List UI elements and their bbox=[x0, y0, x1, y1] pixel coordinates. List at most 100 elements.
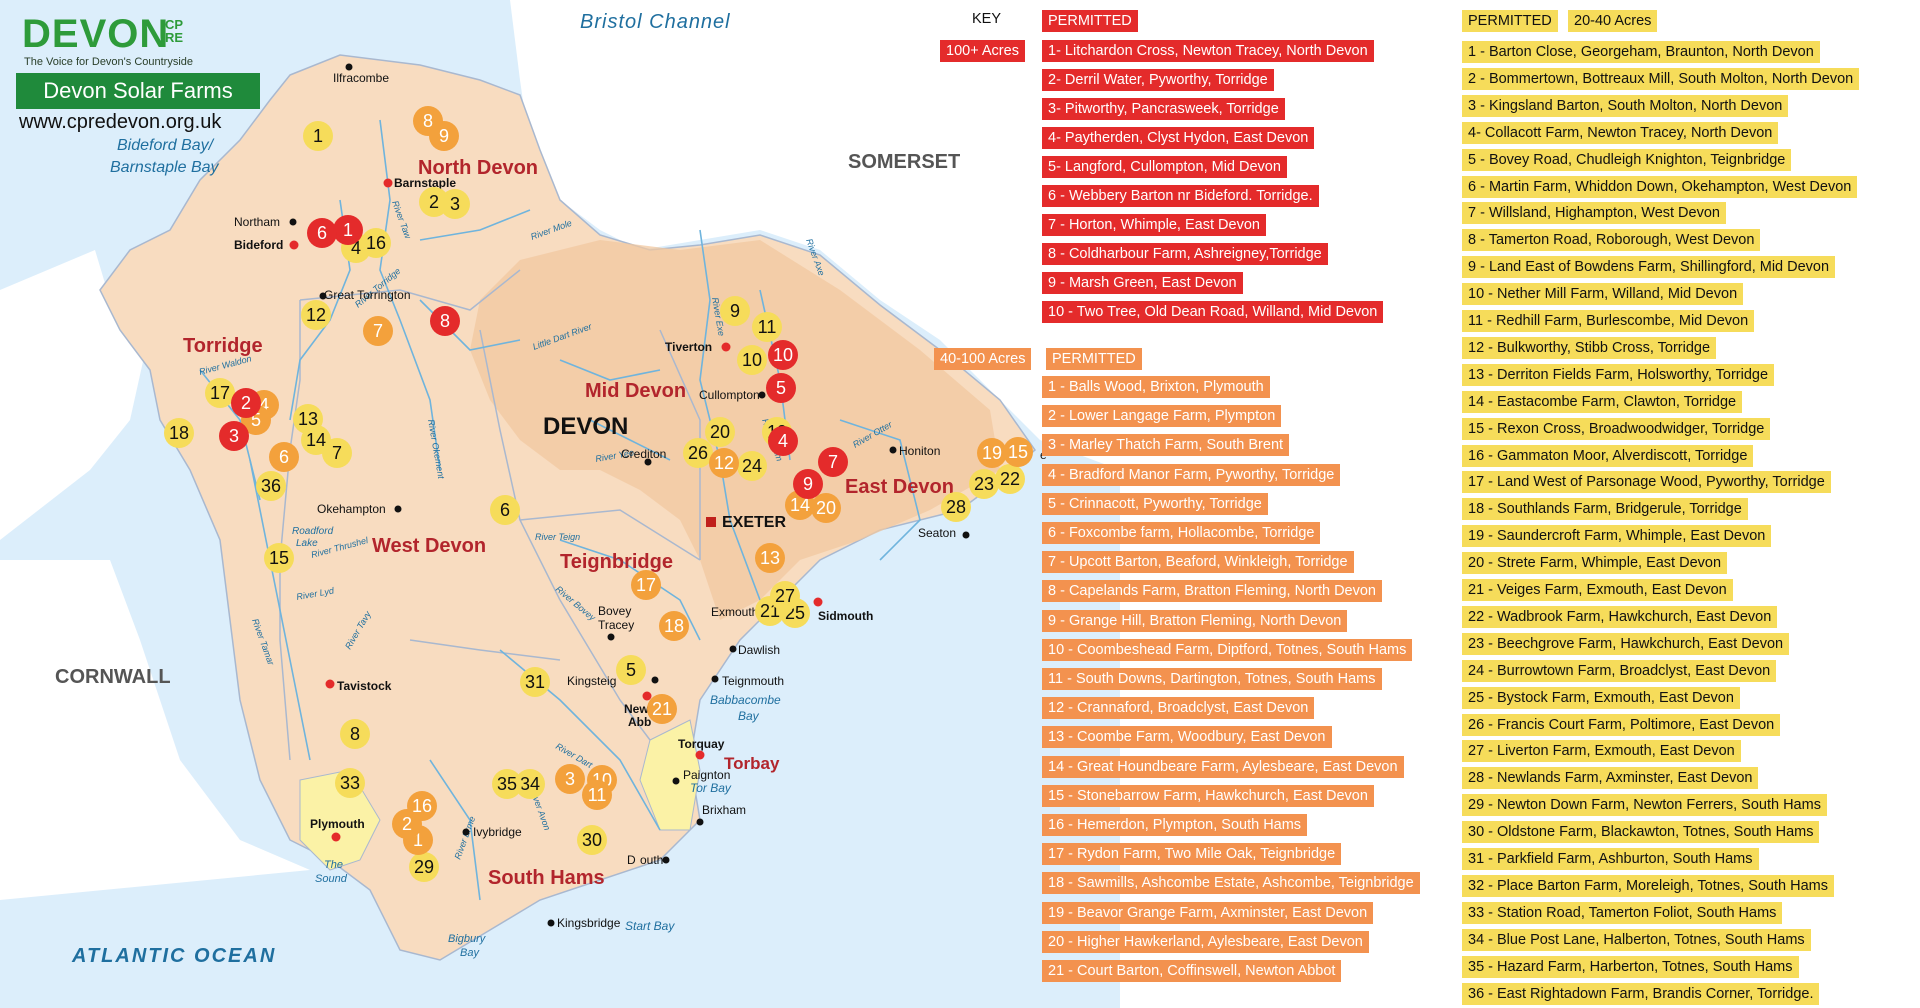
yellow-farm-marker-12[interactable]: 12 bbox=[301, 300, 331, 330]
yellow-farm-marker-1[interactable]: 1 bbox=[303, 121, 333, 151]
yellow-farm-marker-number: 23 bbox=[974, 474, 994, 494]
legend-yellow-item-34: 34 - Blue Post Lane, Halberton, Totnes, … bbox=[1462, 928, 1811, 951]
yellow-farm-marker-5[interactable]: 5 bbox=[616, 655, 646, 685]
legend-yellow-item-6: 6 - Martin Farm, Whiddon Down, Okehampto… bbox=[1462, 175, 1858, 198]
orange-farm-marker-18[interactable]: 18 bbox=[659, 611, 689, 641]
yellow-farm-marker-14[interactable]: 14 bbox=[301, 425, 331, 455]
orange-farm-marker-21[interactable]: 21 bbox=[647, 694, 677, 724]
yellow-farm-marker-28[interactable]: 28 bbox=[941, 492, 971, 522]
red-farm-marker-circle bbox=[818, 447, 848, 477]
legend-red-item-9: 9 - Marsh Green, East Devon bbox=[1042, 272, 1243, 294]
orange-farm-marker-9[interactable]: 9 bbox=[429, 121, 459, 151]
district-boundaries bbox=[279, 269, 701, 761]
yellow-farm-marker-circle bbox=[705, 417, 735, 447]
red-farm-marker-2[interactable]: 2 bbox=[231, 388, 261, 418]
yellow-farm-marker-circle bbox=[737, 345, 767, 375]
orange-farm-marker-number: 13 bbox=[760, 548, 780, 568]
red-farm-marker-circle bbox=[768, 426, 798, 456]
orange-farm-marker-6[interactable]: 6 bbox=[269, 442, 299, 472]
yellow-farm-marker-6[interactable]: 6 bbox=[490, 495, 520, 525]
orange-farm-marker-17[interactable]: 17 bbox=[631, 570, 661, 600]
district-east-devon: East Devon bbox=[845, 476, 954, 498]
red-farm-marker-8[interactable]: 8 bbox=[430, 306, 460, 336]
yellow-farm-marker-36[interactable]: 36 bbox=[256, 471, 286, 501]
website-link[interactable]: www.cpredevon.org.uk bbox=[19, 111, 222, 133]
yellow-farm-marker-23[interactable]: 23 bbox=[969, 469, 999, 499]
yellow-farm-marker-29[interactable]: 29 bbox=[409, 852, 439, 882]
legend-orange-item-8: 8 - Capelands Farm, Bratton Fleming, Nor… bbox=[1042, 580, 1382, 603]
red-farm-marker-circle bbox=[768, 340, 798, 370]
yellow-farm-marker-circle bbox=[941, 492, 971, 522]
yellow-farm-marker-20[interactable]: 20 bbox=[705, 417, 735, 447]
orange-farm-marker-circle bbox=[977, 438, 1007, 468]
town-crediton: Crediton bbox=[621, 447, 666, 461]
bideford-bay-label: Bideford Bay/ bbox=[117, 137, 215, 154]
page-title: Devon Solar Farms bbox=[16, 73, 260, 109]
legend-orange-item-2: 2 - Lower Langage Farm, Plympton bbox=[1042, 405, 1282, 428]
orange-farm-marker-7[interactable]: 7 bbox=[363, 316, 393, 346]
yellow-farm-marker-27[interactable]: 27 bbox=[770, 581, 800, 611]
bigbury-bay-label-2: Bay bbox=[460, 947, 480, 959]
bristol-channel-label: Bristol Channel bbox=[580, 11, 731, 33]
orange-farm-marker-19[interactable]: 19 bbox=[977, 438, 1007, 468]
orange-farm-marker-16[interactable]: 16 bbox=[407, 791, 437, 821]
yellow-farm-marker-15[interactable]: 15 bbox=[264, 543, 294, 573]
orange-farm-marker-circle bbox=[363, 316, 393, 346]
legend-red-item-8: 8 - Coldharbour Farm, Ashreigney,Torridg… bbox=[1042, 243, 1328, 265]
orange-farm-marker-15[interactable]: 15 bbox=[1003, 437, 1033, 467]
yellow-farm-marker-circle bbox=[520, 667, 550, 697]
yellow-farm-marker-9[interactable]: 9 bbox=[720, 296, 750, 326]
yellow-farm-marker-35[interactable]: 35 bbox=[492, 769, 522, 799]
red-farm-marker-7[interactable]: 7 bbox=[818, 447, 848, 477]
orange-farm-marker-3[interactable]: 3 bbox=[555, 764, 585, 794]
yellow-farm-marker-number: 2 bbox=[429, 192, 439, 212]
yellow-farm-marker-30[interactable]: 30 bbox=[577, 825, 607, 855]
red-farm-marker-1[interactable]: 1 bbox=[333, 215, 363, 245]
orange-farm-marker-13[interactable]: 13 bbox=[755, 543, 785, 573]
orange-farm-marker-12[interactable]: 12 bbox=[709, 448, 739, 478]
legend-yellow-item-32: 32 - Place Barton Farm, Moreleigh, Totne… bbox=[1462, 874, 1834, 897]
legend-orange-item-18: 18 - Sawmills, Ashcombe Estate, Ashcombe… bbox=[1042, 872, 1420, 895]
yellow-farm-marker-33[interactable]: 33 bbox=[335, 768, 365, 798]
yellow-farm-marker-16[interactable]: 16 bbox=[361, 228, 391, 258]
orange-farm-marker-20[interactable]: 20 bbox=[811, 493, 841, 523]
yellow-farm-marker-17[interactable]: 17 bbox=[205, 378, 235, 408]
legend-yellow-item-2: 2 - Bommertown, Bottreaux Mill, South Mo… bbox=[1462, 67, 1860, 90]
legend-yellow-item-13: 13 - Derriton Fields Farm, Holsworthy, T… bbox=[1462, 363, 1775, 386]
yellow-farm-marker-number: 10 bbox=[742, 350, 762, 370]
red-farm-marker-10[interactable]: 10 bbox=[768, 340, 798, 370]
red-farm-marker-4[interactable]: 4 bbox=[768, 426, 798, 456]
legend-red-item-5: 5- Langford, Cullompton, Mid Devon bbox=[1042, 156, 1287, 178]
town-torquay: Torquay bbox=[678, 737, 725, 751]
yellow-farm-marker-3[interactable]: 3 bbox=[440, 189, 470, 219]
orange-farm-marker-circle bbox=[582, 780, 612, 810]
orange-farm-marker-11[interactable]: 11 bbox=[582, 780, 612, 810]
legend-orange-item-7: 7 - Upcott Barton, Beaford, Winkleigh, T… bbox=[1042, 551, 1354, 574]
yellow-farm-marker-34[interactable]: 34 bbox=[515, 769, 545, 799]
district-mid-devon: Mid Devon bbox=[585, 380, 686, 402]
red-farm-marker-number: 1 bbox=[343, 220, 353, 240]
yellow-farm-marker-8[interactable]: 8 bbox=[340, 719, 370, 749]
legend-yellow-item-35: 35 - Hazard Farm, Harberton, Totnes, Sou… bbox=[1462, 955, 1799, 978]
yellow-farm-marker-number: 4 bbox=[351, 238, 361, 258]
yellow-farm-marker-number: 12 bbox=[306, 305, 326, 325]
legend-orange-item-4: 4 - Bradford Manor Farm, Pyworthy, Torri… bbox=[1042, 463, 1341, 486]
yellow-farm-marker-18[interactable]: 18 bbox=[164, 418, 194, 448]
yellow-farm-marker-11[interactable]: 11 bbox=[752, 312, 782, 342]
legend-yellow-item-20: 20 - Strete Farm, Whimple, East Devon bbox=[1462, 552, 1728, 575]
yellow-farm-marker-number: 1 bbox=[313, 126, 323, 146]
yellow-farm-marker-31[interactable]: 31 bbox=[520, 667, 550, 697]
red-farm-marker-6[interactable]: 6 bbox=[307, 218, 337, 248]
yellow-farm-marker-24[interactable]: 24 bbox=[737, 451, 767, 481]
red-farm-marker-number: 6 bbox=[317, 223, 327, 243]
red-farm-marker-3[interactable]: 3 bbox=[219, 421, 249, 451]
red-farm-marker-5[interactable]: 5 bbox=[766, 373, 796, 403]
red-farm-marker-9[interactable]: 9 bbox=[793, 469, 823, 499]
yellow-farm-marker-10[interactable]: 10 bbox=[737, 345, 767, 375]
yellow-farm-marker-22[interactable]: 22 bbox=[995, 464, 1025, 494]
red-farm-marker-number: 3 bbox=[229, 426, 239, 446]
yellow-farm-marker-26[interactable]: 26 bbox=[683, 438, 713, 468]
barnstaple-bay-label: Barnstaple Bay bbox=[110, 159, 220, 176]
town-labels: Ilfracombe Barnstaple Northam Bideford G… bbox=[234, 63, 1047, 930]
legend-yellow-item-7: 7 - Willsland, Highampton, West Devon bbox=[1462, 202, 1726, 225]
